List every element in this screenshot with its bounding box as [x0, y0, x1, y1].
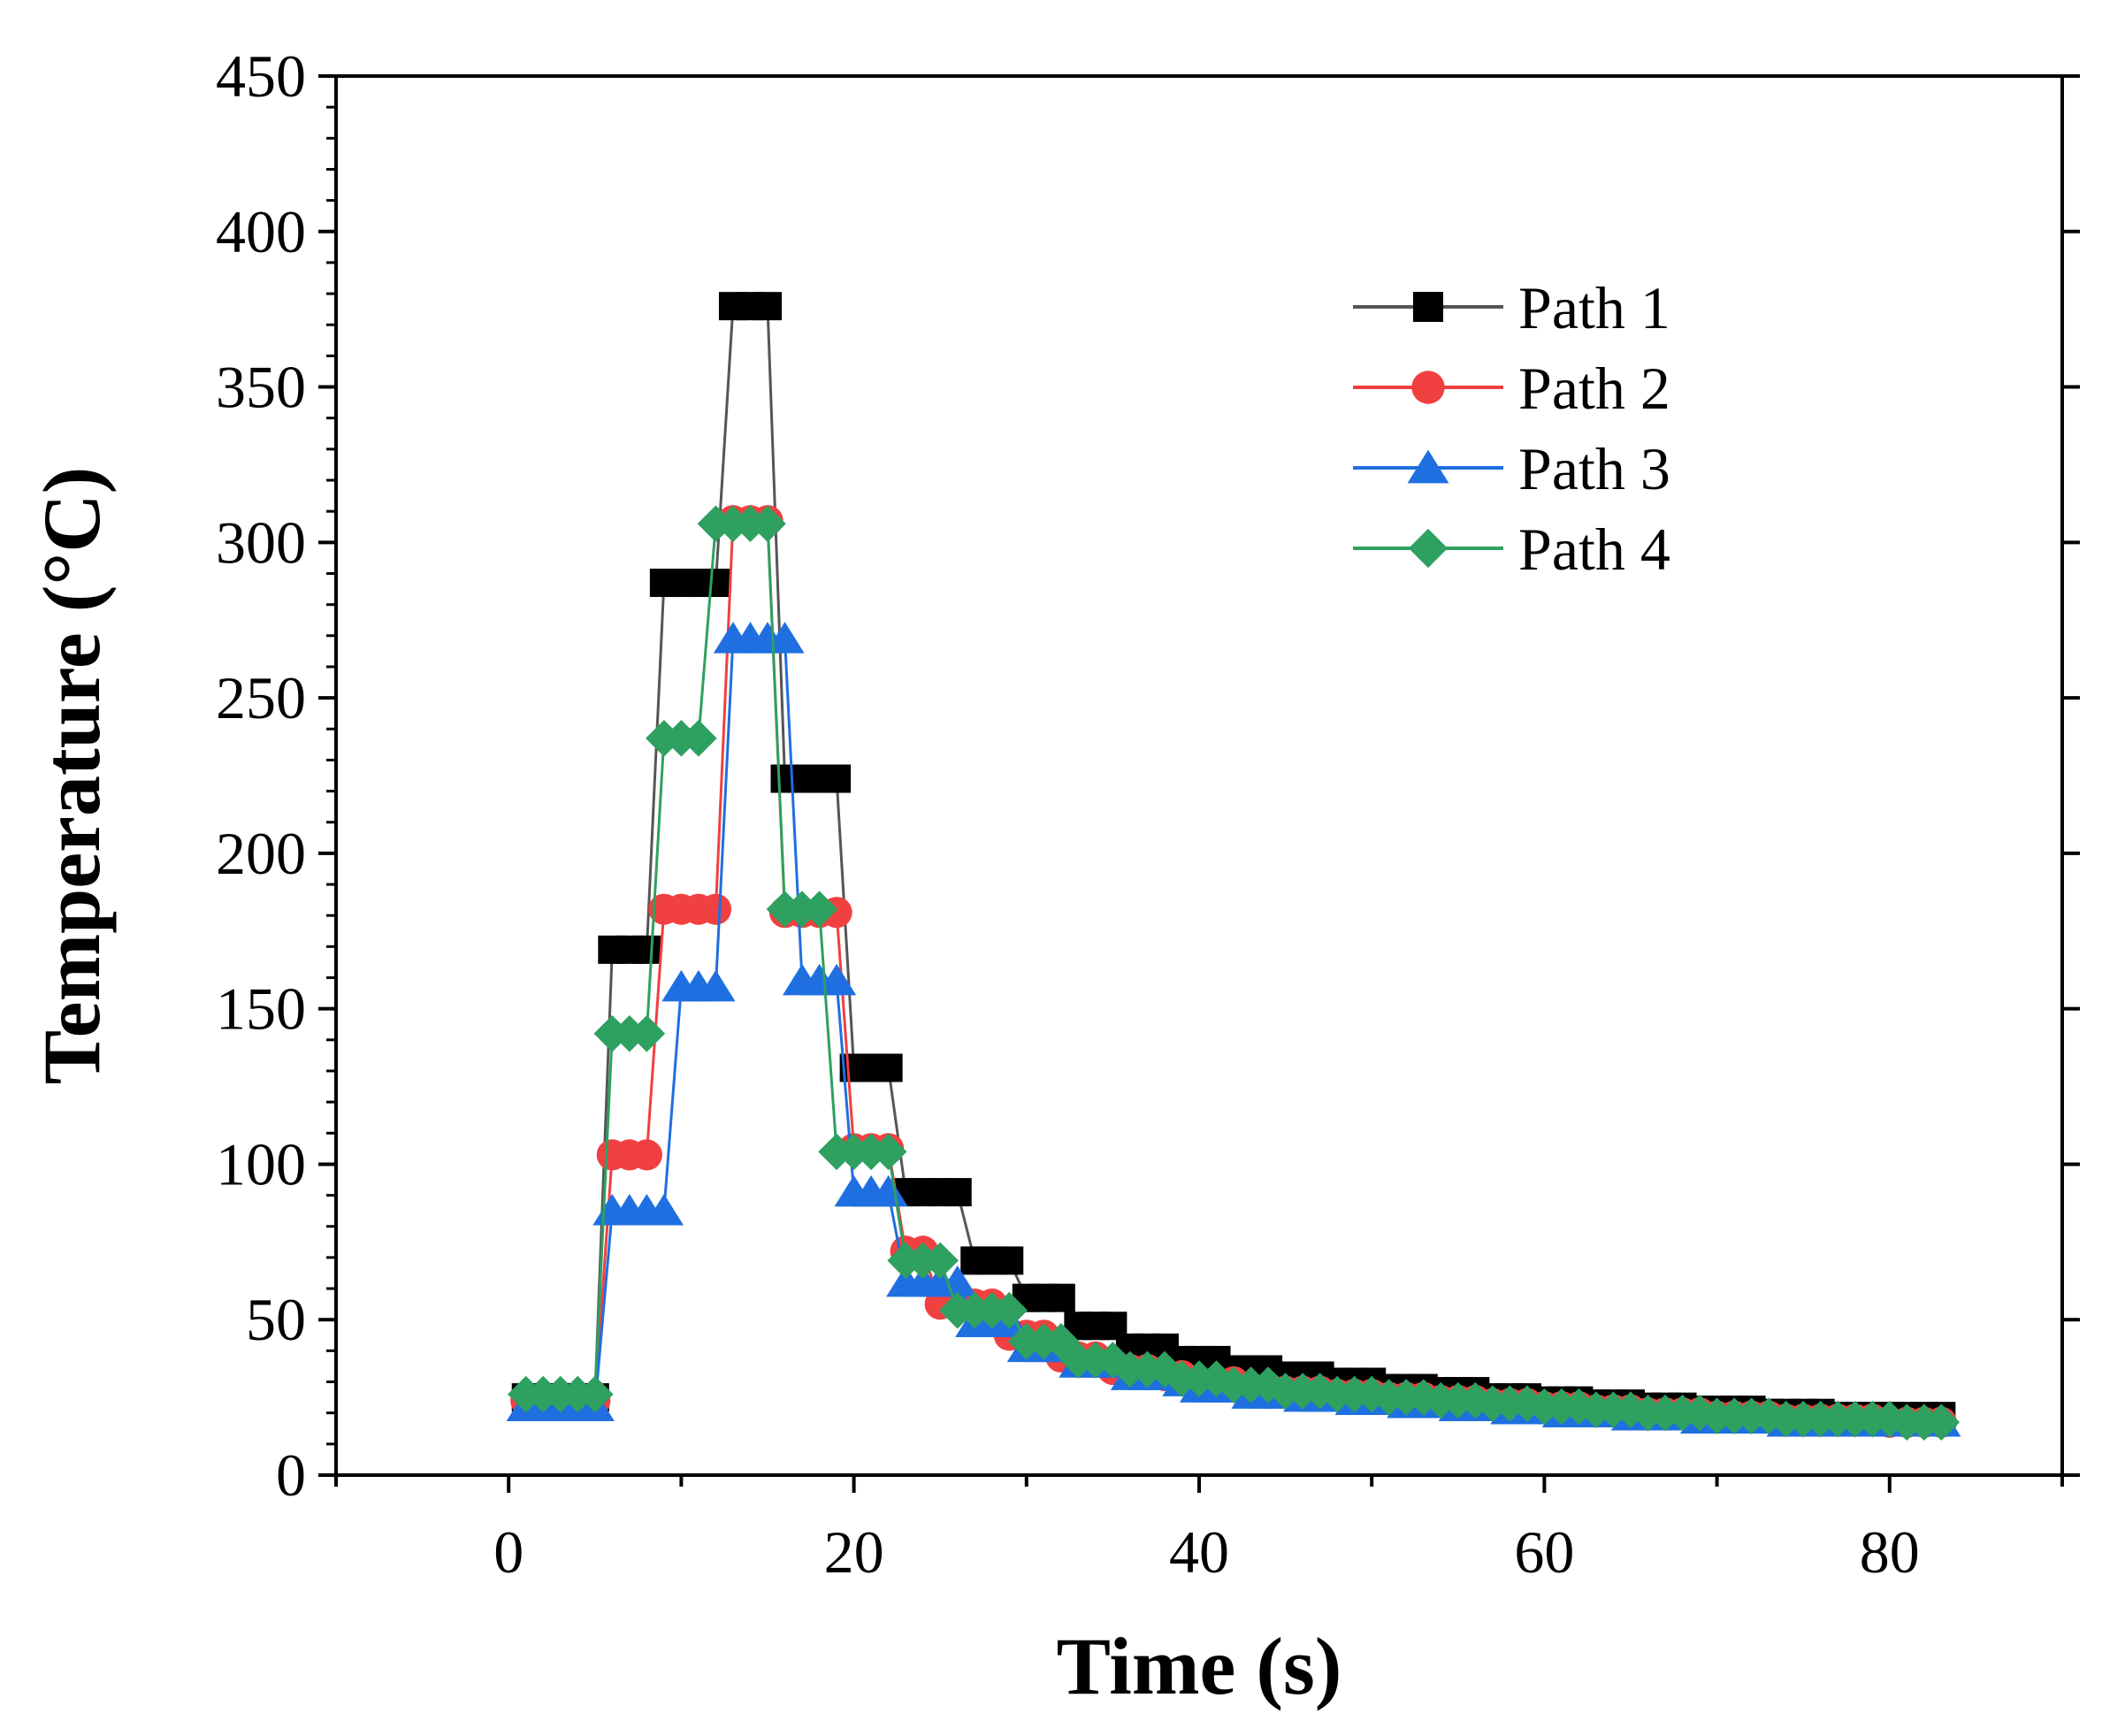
y-tick-label: 200 [216, 820, 306, 887]
data-point [644, 1193, 684, 1226]
plot-frame [334, 74, 2064, 1477]
data-point [749, 505, 786, 543]
data-point [577, 1375, 614, 1413]
y-tick-label: 100 [216, 1130, 306, 1197]
data-point [868, 1174, 908, 1207]
data-point [631, 1139, 662, 1171]
data-point [701, 569, 730, 598]
series-line [525, 522, 1942, 1424]
data-point [800, 891, 838, 928]
data-point [632, 935, 661, 964]
x-tick-label: 40 [1169, 1518, 1229, 1586]
data-point [874, 1053, 903, 1082]
y-tick-label: 300 [216, 509, 306, 576]
legend-item: Path 2 [1353, 355, 1670, 422]
data-point [1871, 1400, 1908, 1438]
legend-label: Path 4 [1518, 516, 1670, 583]
x-tick-label: 60 [1514, 1518, 1574, 1586]
axis-layer: 0 50 100 150 200 250 300 350 400 450 0 20 40 60 80 [216, 42, 2080, 1586]
series-line [525, 637, 1942, 1424]
legend-marker [1407, 449, 1449, 484]
legend-marker [1411, 371, 1445, 404]
x-axis-title: Time (s) [1057, 1621, 1342, 1711]
data-point [869, 1133, 907, 1171]
legend: Path 1 Path 2 Path 3 Path 4 [1353, 274, 1670, 583]
x-tick-label: 20 [824, 1518, 884, 1586]
legend-label: Path 3 [1518, 435, 1670, 502]
series-line [525, 304, 1942, 1418]
data-point [753, 292, 782, 321]
legend-label: Path 2 [1518, 355, 1670, 422]
y-axis-title: Temperature (°C) [27, 467, 117, 1085]
data-point [943, 1178, 972, 1207]
legend-marker [1413, 292, 1443, 322]
data-point [822, 764, 852, 793]
data-point [680, 720, 717, 757]
x-tick-label: 80 [1860, 1518, 1920, 1586]
y-tick-label: 150 [216, 975, 306, 1043]
series-4 [507, 505, 1961, 1442]
data-point [1922, 1403, 1961, 1442]
data-point [995, 1246, 1024, 1275]
data-point [937, 1265, 977, 1297]
data-point [921, 1242, 959, 1280]
y-tick-label: 0 [276, 1442, 306, 1509]
data-point [696, 969, 736, 1002]
data-point [628, 1014, 666, 1052]
series-layer [506, 292, 1961, 1442]
legend-marker [1408, 528, 1448, 569]
legend-item: Path 1 [1353, 274, 1670, 341]
data-point [990, 1291, 1028, 1329]
series-1 [511, 292, 1956, 1431]
data-point [699, 893, 732, 925]
y-tick-label: 250 [216, 664, 306, 731]
legend-item: Path 4 [1353, 516, 1670, 583]
y-tick-label: 50 [246, 1286, 306, 1353]
data-point [1046, 1283, 1075, 1312]
y-tick-label: 350 [216, 354, 306, 421]
y-tick-label: 450 [216, 42, 306, 110]
series-3 [506, 622, 1961, 1437]
series-line [525, 519, 1942, 1424]
legend-label: Path 1 [1518, 274, 1670, 341]
x-tick-label: 0 [493, 1518, 524, 1586]
data-point [765, 622, 805, 654]
data-point [817, 963, 857, 996]
legend-item: Path 3 [1353, 435, 1670, 502]
y-tick-label: 400 [216, 198, 306, 265]
